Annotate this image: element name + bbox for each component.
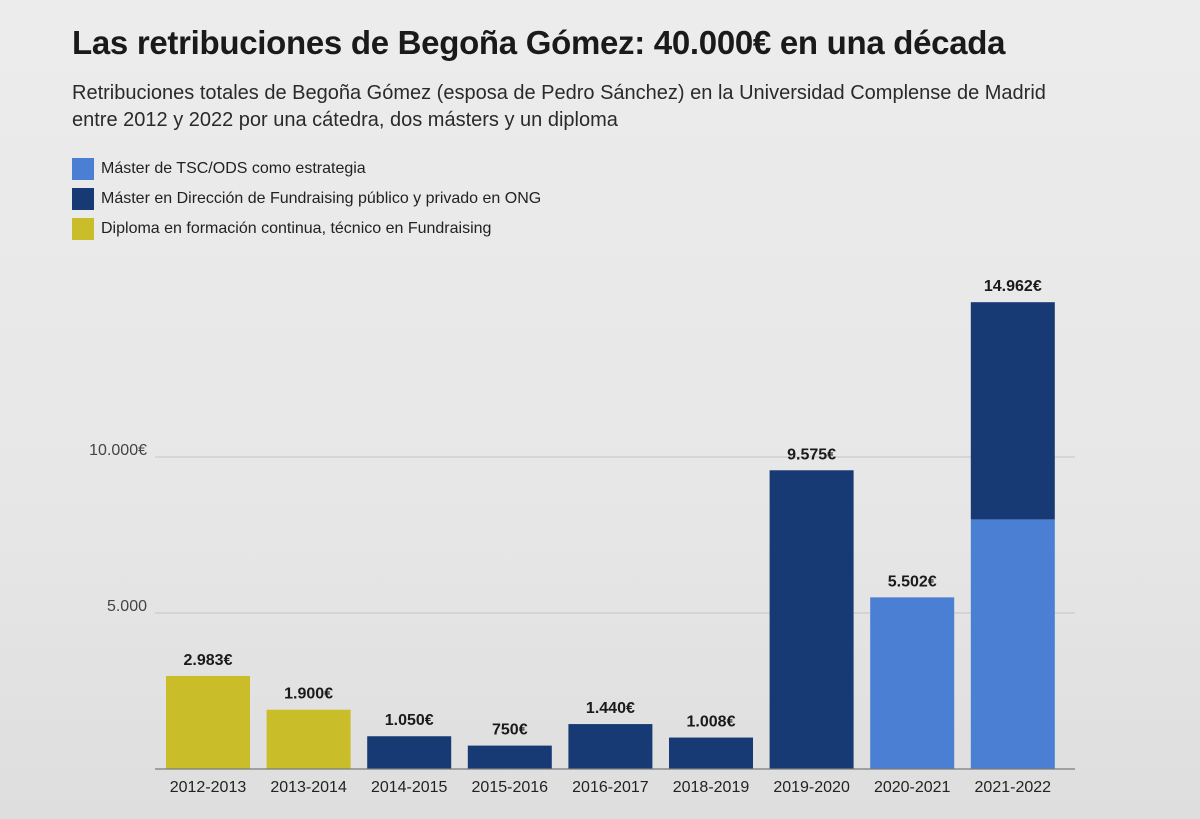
x-tick-label-2018-2019: 2018-2019 (673, 779, 750, 796)
bar-2014-2015-m-ster-en-direcci-n-de-f (367, 736, 452, 769)
x-tick-label-2016-2017: 2016-2017 (572, 779, 649, 796)
bar-2018-2019-m-ster-en-direcci-n-de-f (669, 737, 753, 769)
legend-label-tsc-ods: Máster de TSC/ODS como estrategia (101, 160, 366, 177)
legend-swatch-tsc-ods (72, 158, 94, 180)
legend-item-diploma: Diploma en formación continua, técnico e… (72, 214, 541, 244)
bar-2021-2022-m-ster-de-tsc-ods-como-e (970, 519, 1055, 769)
bar-2016-2017-m-ster-en-direcci-n-de-f (568, 724, 653, 769)
data-label-2021-2022: 14.962€ (984, 278, 1042, 295)
x-tick-label-2015-2016: 2015-2016 (472, 779, 549, 796)
data-label-2020-2021: 5.502€ (888, 573, 937, 590)
x-tick-label-2013-2014: 2013-2014 (270, 779, 347, 796)
x-tick-label-2019-2020: 2019-2020 (773, 779, 850, 796)
x-tick-label-2021-2022: 2021-2022 (975, 779, 1052, 796)
bar-2019-2020-m-ster-en-direcci-n-de-f (769, 470, 854, 769)
bar-2015-2016-m-ster-en-direcci-n-de-f (467, 745, 552, 769)
bar-2021-2022-m-ster-en-direcci-n-de-f (970, 302, 1055, 520)
legend-label-fundraising-master: Máster en Dirección de Fundraising públi… (101, 190, 542, 207)
legend-item-fundraising-master: Máster en Dirección de Fundraising públi… (72, 184, 541, 214)
data-label-2013-2014: 1.900€ (284, 686, 333, 703)
data-label-2019-2020: 9.575€ (787, 446, 836, 463)
legend-item-tsc-ods: Máster de TSC/ODS como estrategia (72, 154, 541, 184)
legend-swatch-fundraising-master (72, 188, 94, 210)
legend: Máster de TSC/ODS como estrategia Máster… (72, 154, 541, 244)
legend-label-diploma: Diploma en formación continua, técnico e… (101, 220, 492, 237)
chart-subtitle: Retribuciones totales de Begoña Gómez (e… (72, 82, 1046, 131)
data-label-2014-2015: 1.050€ (385, 712, 434, 729)
data-label-2018-2019: 1.008€ (687, 714, 736, 731)
legend-swatch-diploma (72, 218, 94, 240)
bar-2013-2014-diploma-en-formaci-n-con (266, 709, 351, 769)
y-tick-label-1: 10.000€ (89, 442, 147, 459)
x-tick-label-2014-2015: 2014-2015 (371, 779, 448, 796)
bar-2020-2021-m-ster-de-tsc-ods-como-e (870, 597, 955, 769)
bar-2012-2013-diploma-en-formaci-n-con (166, 675, 250, 769)
y-tick-label-0: 5.000 (107, 598, 147, 615)
data-label-2016-2017: 1.440€ (586, 700, 635, 717)
data-label-2012-2013: 2.983€ (184, 652, 233, 669)
data-label-2015-2016: 750€ (492, 722, 528, 739)
x-tick-label-2012-2013: 2012-2013 (170, 779, 247, 796)
x-tick-label-2020-2021: 2020-2021 (874, 779, 951, 796)
chart-title: Las retribuciones de Begoña Gómez: 40.00… (72, 24, 1006, 61)
